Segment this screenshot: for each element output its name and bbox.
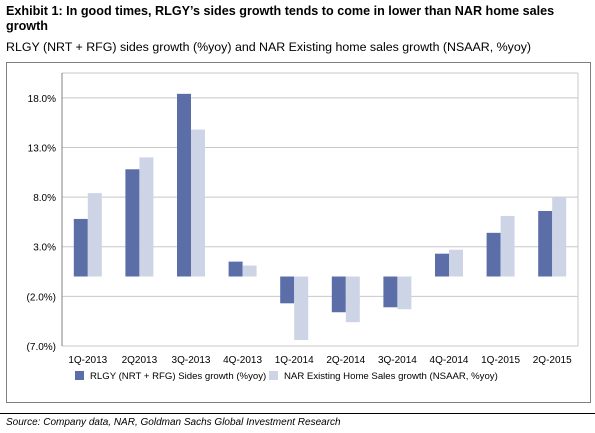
x-tick-label: 1Q-2015: [481, 355, 520, 366]
x-tick-label: 2Q-2014: [326, 355, 365, 366]
chart-subtitle: RLGY (NRT + RFG) sides growth (%yoy) and…: [6, 40, 532, 54]
x-tick-label: 2Q2013: [122, 355, 158, 366]
bar-nar: [139, 157, 154, 277]
x-tick-label: 2Q-2015: [533, 355, 572, 366]
bar-rlgy: [331, 276, 346, 313]
legend-label: NAR Existing Home Sales growth (NSAAR, %…: [284, 371, 498, 382]
bar-rlgy: [125, 169, 140, 277]
y-tick-label: (7.0%): [27, 342, 56, 353]
chart-frame: 18.0% 13.0% 8.0% 3.0% (2.0%) (7.0%) 1Q-2013 2Q2…: [6, 62, 591, 403]
bar-nar: [449, 249, 463, 277]
bar-chart: 18.0% 13.0% 8.0% 3.0% (2.0%) (7.0%) 1Q-2013 2Q2…: [27, 72, 579, 382]
bar-rlgy: [228, 261, 243, 277]
bar-rlgy: [435, 253, 449, 277]
x-tick-label: 3Q-2013: [172, 355, 211, 366]
bar-nar: [294, 276, 309, 341]
y-tick-label: 13.0%: [28, 143, 56, 154]
legend-swatch-rlgy: [75, 371, 84, 380]
y-tick-label: 3.0%: [33, 243, 56, 254]
bar-rlgy: [280, 276, 295, 304]
footer-rule: [0, 413, 595, 414]
x-tick-label: 1Q-2013: [68, 355, 107, 366]
bar-rlgy: [486, 232, 501, 277]
legend-swatch-nar: [269, 371, 278, 380]
bar-nar: [500, 215, 515, 277]
bar-rlgy: [383, 276, 398, 308]
exhibit-title: Exhibit 1: In good times, RLGY’s sides g…: [6, 4, 555, 33]
bar-nar: [242, 265, 257, 277]
bar-rlgy: [73, 218, 88, 277]
bar-nar: [397, 276, 412, 310]
x-tick-label: 1Q-2014: [275, 355, 314, 366]
bar-rlgy: [538, 210, 553, 277]
bar-nar: [552, 197, 567, 277]
y-tick-label: (2.0%): [27, 292, 56, 303]
x-tick-label: 4Q-2014: [430, 355, 469, 366]
bar-nar: [191, 129, 205, 277]
bar-nar: [87, 193, 102, 277]
bar-nar: [345, 276, 360, 323]
legend-label: RLGY (NRT + RFG) Sides growth (%yoy): [90, 371, 266, 382]
x-tick-label: 3Q-2014: [378, 355, 417, 366]
y-tick-label: 8.0%: [33, 193, 56, 204]
bar-rlgy: [177, 93, 191, 277]
x-tick-label: 4Q-2013: [223, 355, 262, 366]
y-tick-label: 18.0%: [28, 94, 56, 105]
source-note: Source: Company data, NAR, Goldman Sachs…: [6, 417, 341, 428]
